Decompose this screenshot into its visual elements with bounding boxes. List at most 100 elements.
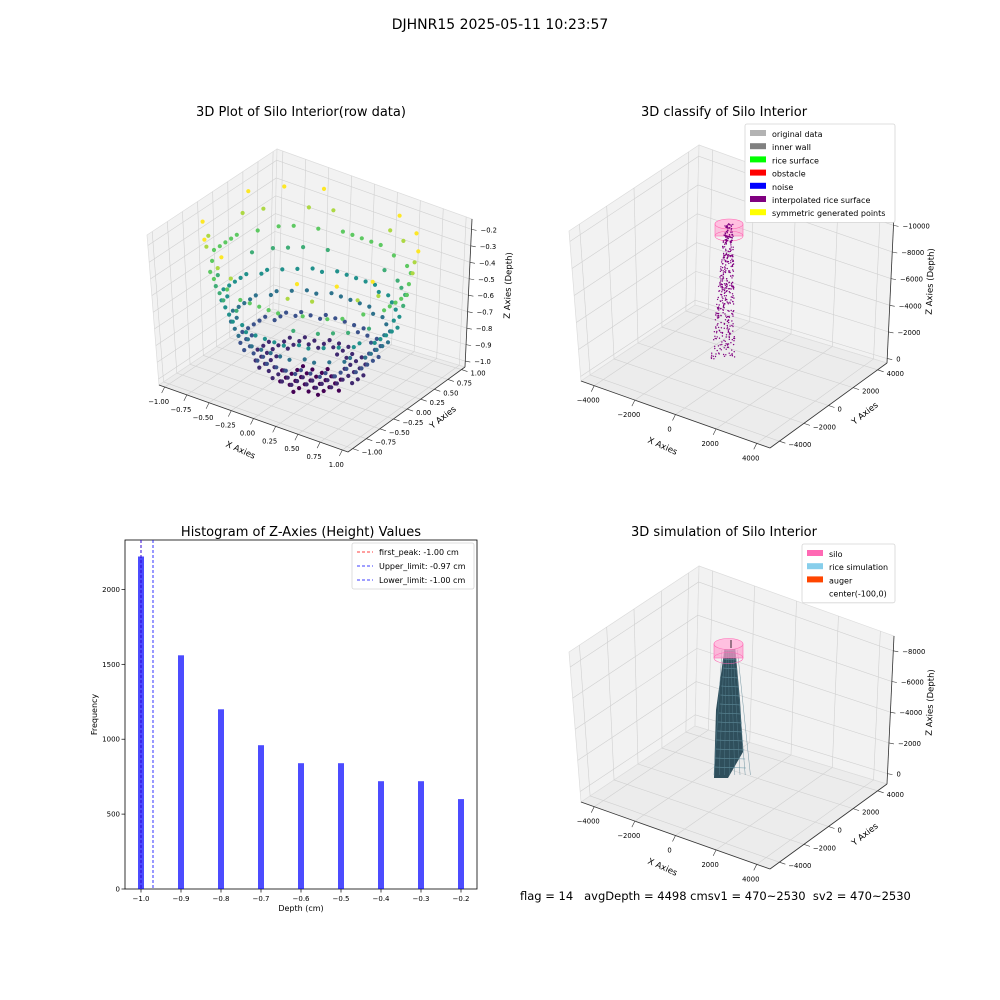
y-axis-label: Y Axies xyxy=(849,821,881,849)
legend-swatch xyxy=(750,143,766,150)
classified-point xyxy=(714,319,717,321)
x-axis-line xyxy=(580,380,771,449)
scatter-point xyxy=(211,276,216,282)
classified-point xyxy=(731,239,733,241)
scatter-point xyxy=(319,370,324,375)
classified-point xyxy=(711,354,713,356)
classified-point xyxy=(729,292,731,294)
scatter-point xyxy=(251,322,256,327)
panel-title: 3D Plot of Silo Interior(row data) xyxy=(196,105,406,120)
silo-top xyxy=(713,638,744,650)
scatter-point xyxy=(304,371,309,376)
rice-surface xyxy=(714,645,743,778)
scatter-point xyxy=(372,282,378,287)
classified-point xyxy=(728,224,731,226)
y-tick-label: 1.00 xyxy=(470,370,485,378)
y-tick xyxy=(877,369,884,373)
y-tick xyxy=(393,418,400,422)
scatter-point xyxy=(335,269,340,274)
scatter-point xyxy=(240,329,245,335)
classified-point xyxy=(732,303,735,305)
x-gridline-wall xyxy=(831,616,839,768)
classified-point xyxy=(722,246,724,248)
classified-point xyxy=(733,336,735,338)
classified-point xyxy=(731,355,734,357)
y-axis-line xyxy=(769,362,888,449)
scatter-point xyxy=(329,385,334,390)
classified-point xyxy=(725,241,728,243)
x-tick-label: 0.00 xyxy=(240,430,255,438)
classified-point xyxy=(724,271,727,274)
classified-point xyxy=(728,328,730,330)
scatter-point xyxy=(350,381,355,386)
x-tick-label: −0.7 xyxy=(253,895,270,903)
histogram-bar xyxy=(298,763,304,889)
scatter-point xyxy=(249,333,254,338)
classified-point xyxy=(732,274,734,277)
classified-point xyxy=(729,255,731,258)
y-tick-label: 0 xyxy=(838,827,842,835)
z-gridline xyxy=(157,284,467,363)
classified-point xyxy=(730,225,732,227)
y-axis-line xyxy=(347,366,466,453)
classified-point xyxy=(727,256,729,258)
classified-point xyxy=(724,284,727,286)
scatter-point xyxy=(291,328,296,333)
panel-classify-3d: 3D classify of Silo Interior −4000 −2000 0 2… xyxy=(568,105,937,462)
x-tick xyxy=(272,426,276,433)
classified-point xyxy=(727,343,730,345)
classified-point xyxy=(726,236,728,238)
y-gridline xyxy=(637,342,829,406)
scatter-point xyxy=(330,331,336,336)
scatter-point xyxy=(340,377,345,382)
classified-point xyxy=(725,290,728,293)
scatter-point xyxy=(338,294,343,299)
y-tick-label: 0.75 xyxy=(457,379,472,387)
classified-point xyxy=(728,310,730,312)
surface-mesh-line xyxy=(721,685,739,688)
classified-point xyxy=(714,345,716,348)
panel-title: 3D simulation of Silo Interior xyxy=(631,525,818,540)
x-gridline xyxy=(319,358,437,443)
y-gridline xyxy=(176,372,367,440)
classified-point xyxy=(723,283,726,285)
scatter-point xyxy=(304,382,309,387)
scatter-point xyxy=(228,276,233,281)
scatter-point xyxy=(274,354,279,359)
x-gridline-wall xyxy=(790,600,797,756)
y-gridline xyxy=(216,346,408,410)
scatter-point xyxy=(300,375,305,380)
x-tick xyxy=(228,410,232,417)
classified-point xyxy=(724,234,726,236)
z-tick xyxy=(471,229,477,231)
scatter-point xyxy=(261,343,266,348)
z-tick-label: −6000 xyxy=(901,679,924,687)
y-tick xyxy=(852,808,860,811)
z-tick xyxy=(887,358,893,360)
z-gridline xyxy=(570,581,894,668)
classified-point xyxy=(719,347,721,350)
x-gridline-wall xyxy=(458,216,467,366)
y-gridline-wall xyxy=(579,224,591,375)
scatter-point xyxy=(293,371,298,377)
classified-point xyxy=(733,351,735,353)
x-tick-label: −0.75 xyxy=(170,406,191,414)
classified-point xyxy=(727,288,730,290)
scatter-point xyxy=(323,312,328,318)
x-tick-label: 0.75 xyxy=(307,453,322,461)
scatter-point xyxy=(376,354,381,360)
z-tick xyxy=(468,294,474,297)
scatter-point xyxy=(270,246,275,251)
classified-point xyxy=(725,264,727,266)
y-gridline xyxy=(590,795,780,863)
classified-point xyxy=(718,309,720,311)
surface-mesh-line xyxy=(719,649,725,776)
classified-point xyxy=(728,291,730,293)
scatter-point xyxy=(308,371,313,376)
classified-point xyxy=(725,270,727,272)
y-tick-label: 2000 xyxy=(102,586,120,594)
scatter-point xyxy=(223,240,228,245)
classified-point xyxy=(725,295,727,297)
classified-point xyxy=(722,304,725,307)
classified-point xyxy=(726,316,728,319)
